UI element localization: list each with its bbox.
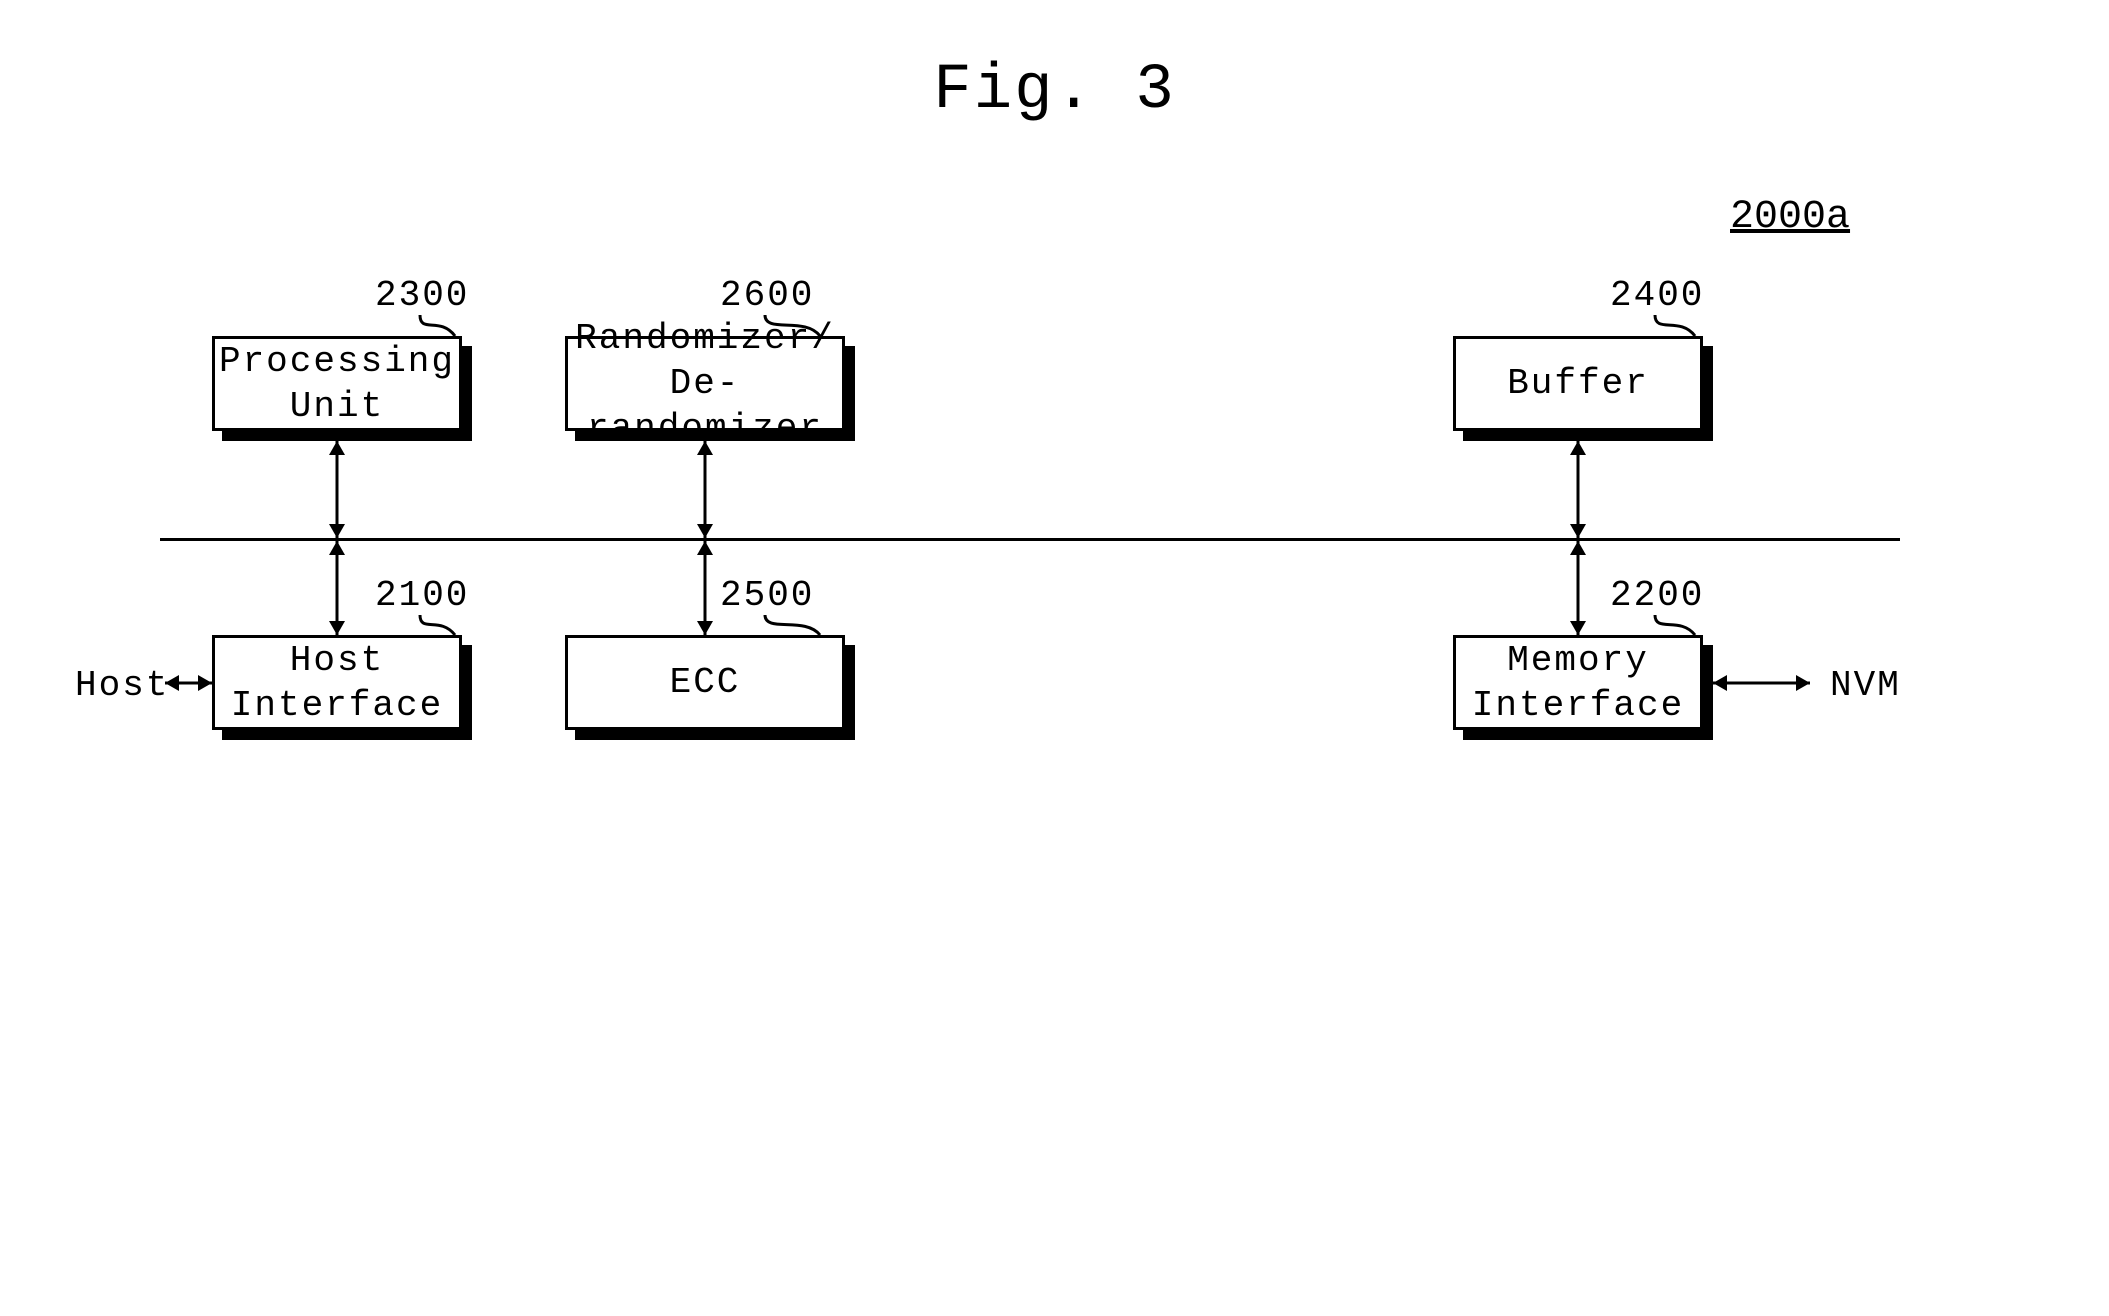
- arrow-overlay: [0, 0, 2109, 1316]
